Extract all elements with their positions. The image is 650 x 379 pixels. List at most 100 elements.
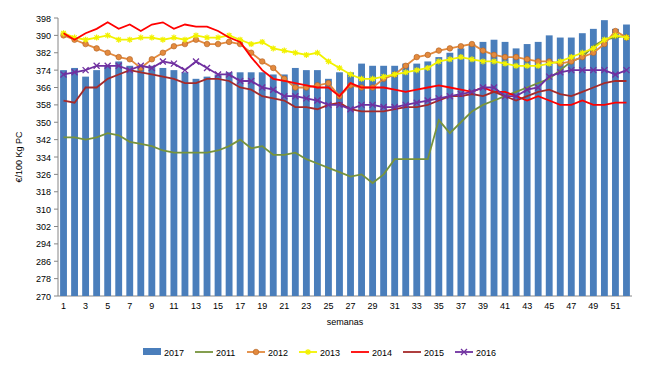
marker bbox=[127, 67, 133, 73]
marker bbox=[590, 45, 596, 51]
marker bbox=[116, 54, 122, 60]
marker bbox=[425, 98, 431, 104]
marker bbox=[314, 98, 320, 104]
bar bbox=[469, 44, 476, 296]
y-tick-label: 318 bbox=[36, 187, 51, 197]
marker bbox=[326, 80, 332, 86]
bar bbox=[568, 38, 575, 296]
marker bbox=[370, 102, 376, 108]
marker bbox=[425, 52, 431, 58]
marker bbox=[204, 41, 210, 47]
marker bbox=[359, 102, 365, 108]
marker bbox=[83, 37, 89, 43]
marker bbox=[425, 65, 431, 71]
marker bbox=[601, 67, 607, 73]
y-tick-label: 294 bbox=[36, 239, 51, 249]
marker bbox=[138, 35, 144, 41]
marker bbox=[160, 50, 166, 56]
marker bbox=[447, 56, 453, 62]
bar bbox=[413, 64, 420, 296]
marker bbox=[105, 50, 111, 56]
bar bbox=[590, 29, 597, 296]
marker bbox=[623, 35, 629, 41]
bar bbox=[446, 53, 453, 296]
y-tick bbox=[54, 243, 58, 244]
line bbox=[64, 31, 627, 96]
x-tick-label: 39 bbox=[478, 301, 488, 311]
x-tick-label: 43 bbox=[522, 301, 532, 311]
bar bbox=[457, 48, 464, 296]
marker bbox=[436, 58, 442, 64]
marker bbox=[601, 37, 607, 43]
x-tick-label: 49 bbox=[588, 301, 598, 311]
marker bbox=[292, 50, 298, 56]
marker bbox=[116, 37, 122, 43]
marker bbox=[403, 63, 409, 69]
bar bbox=[402, 64, 409, 296]
y-tick-label: 390 bbox=[36, 31, 51, 41]
marker bbox=[94, 63, 100, 69]
bar bbox=[314, 70, 321, 296]
y-tick-label: 398 bbox=[36, 14, 51, 24]
marker bbox=[215, 35, 221, 41]
bar bbox=[237, 72, 244, 296]
marker bbox=[149, 35, 155, 41]
marker bbox=[414, 67, 420, 73]
bar bbox=[115, 61, 122, 296]
marker bbox=[568, 67, 574, 73]
marker bbox=[138, 63, 144, 69]
legend-swatch bbox=[195, 351, 213, 353]
x-tick-label: 1 bbox=[61, 301, 66, 311]
legend: 2017201120122013201420152016 bbox=[143, 348, 496, 358]
marker bbox=[127, 37, 133, 43]
marker bbox=[513, 93, 519, 99]
marker bbox=[314, 50, 320, 56]
y-tick bbox=[54, 278, 58, 279]
marker bbox=[61, 71, 67, 77]
y-tick bbox=[54, 35, 58, 36]
y-tick bbox=[54, 226, 58, 227]
bar bbox=[325, 79, 332, 296]
marker bbox=[160, 58, 166, 64]
marker bbox=[270, 65, 276, 71]
marker bbox=[336, 65, 342, 71]
marker bbox=[480, 58, 486, 64]
marker bbox=[568, 54, 574, 60]
y-tick-label: 382 bbox=[36, 48, 51, 58]
marker bbox=[305, 349, 311, 355]
marker bbox=[105, 63, 111, 69]
marker bbox=[624, 35, 630, 41]
bar bbox=[347, 72, 354, 296]
marker bbox=[480, 48, 486, 54]
marker bbox=[105, 32, 111, 38]
bar bbox=[391, 66, 398, 296]
marker bbox=[623, 67, 629, 73]
bar bbox=[259, 72, 266, 296]
marker bbox=[513, 54, 519, 60]
line bbox=[64, 33, 627, 79]
x-tick-label: 21 bbox=[279, 301, 289, 311]
marker bbox=[436, 95, 442, 101]
x-tick-label: 41 bbox=[500, 301, 510, 311]
y-tick-label: 286 bbox=[36, 257, 51, 267]
bar bbox=[193, 79, 200, 296]
y-tick bbox=[54, 296, 58, 297]
marker bbox=[524, 56, 530, 62]
y-tick bbox=[54, 174, 58, 175]
marker bbox=[248, 41, 254, 47]
marker bbox=[325, 102, 331, 108]
marker bbox=[259, 59, 265, 65]
marker bbox=[293, 85, 299, 91]
y-tick-label: 366 bbox=[36, 83, 51, 93]
y-axis-label: €/100 Kg PC bbox=[14, 131, 24, 183]
bar bbox=[215, 74, 222, 296]
marker bbox=[436, 48, 442, 54]
marker bbox=[414, 54, 420, 60]
bar bbox=[270, 74, 277, 296]
x-tick-label: 51 bbox=[610, 301, 620, 311]
marker bbox=[469, 89, 475, 95]
marker bbox=[171, 35, 177, 41]
y-tick-label: 334 bbox=[36, 153, 51, 163]
bar bbox=[480, 42, 487, 296]
bar bbox=[148, 66, 155, 296]
